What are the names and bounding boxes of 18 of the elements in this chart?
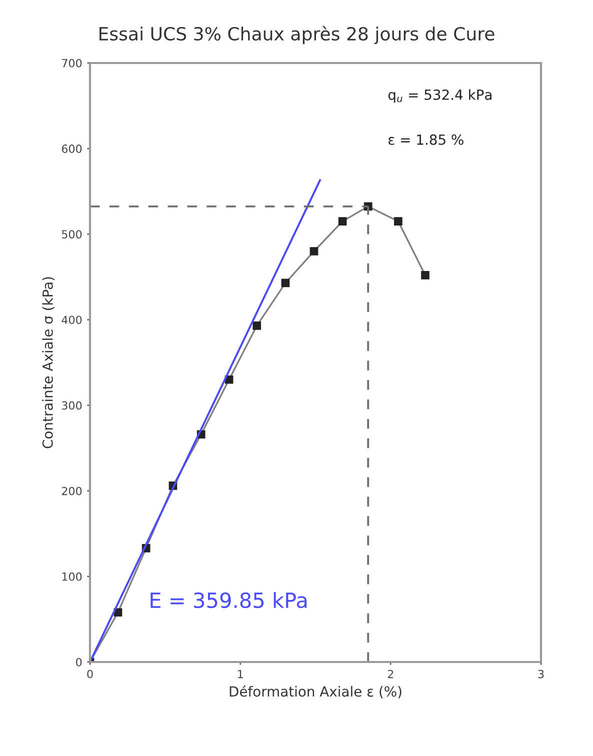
x-tick-label: 0: [87, 670, 93, 678]
y-tick-label: 200: [62, 486, 82, 496]
y-tick-label: 700: [62, 58, 82, 68]
x-axis-title: Déformation Axiale ε (%): [230, 685, 402, 698]
annotation: E = 359.85 kPa: [150, 592, 307, 608]
y-tick-label: 500: [62, 230, 82, 239]
y-tick-label: 100: [62, 572, 82, 581]
y-tick-label: 600: [62, 144, 82, 153]
y-axis-title: Contrainte Axiale σ (kPa): [42, 277, 55, 448]
y-tick-label: 300: [62, 401, 82, 410]
y-tick-label: 400: [62, 316, 82, 324]
chart-title: Essai UCS 3% Chaux après 28 jours de Cure: [100, 26, 494, 44]
x-tick-label: 1: [238, 670, 243, 678]
annotation: q$_{u}$ = 532.4 kPa: [388, 89, 492, 103]
y-tick-label: 0: [76, 658, 82, 666]
annotation: ε = 1.85 %: [388, 134, 464, 145]
x-tick-label: 2: [388, 670, 394, 678]
x-tick-label: 3: [538, 670, 544, 678]
